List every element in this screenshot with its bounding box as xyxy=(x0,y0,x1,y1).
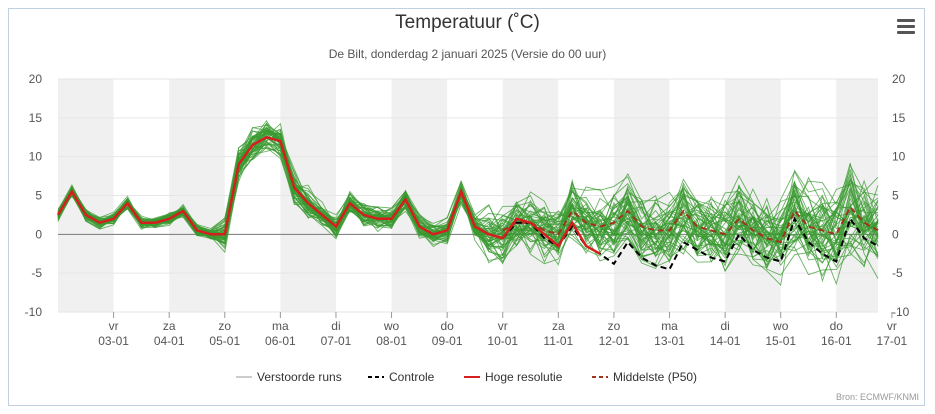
x-tick-day: zo xyxy=(218,319,231,333)
y-tick-label: 10 xyxy=(892,150,906,164)
x-tick-day: di xyxy=(331,319,340,333)
x-tick-date: 15-01 xyxy=(765,334,796,348)
x-tick-date: 06-01 xyxy=(265,334,296,348)
chart-subtitle: De Bilt, donderdag 2 januari 2025 (Versi… xyxy=(328,47,607,61)
y-tick-label: 20 xyxy=(29,72,43,86)
source-credit: Bron: ECMWF/KNMI xyxy=(835,392,919,402)
y-tick-label: -5 xyxy=(31,266,42,280)
x-tick-day: do xyxy=(440,319,454,333)
x-tick-date: 03-01 xyxy=(98,334,129,348)
x-tick-day: ma xyxy=(272,319,289,333)
y-tick-label: -10 xyxy=(25,305,43,319)
x-tick-date: 17-01 xyxy=(877,334,908,348)
x-tick-date: 04-01 xyxy=(154,334,185,348)
y-tick-label: 10 xyxy=(29,150,43,164)
x-tick-day: ma xyxy=(661,319,678,333)
x-tick-day: do xyxy=(830,319,844,333)
y-tick-label: 15 xyxy=(29,111,43,125)
x-tick-day: zo xyxy=(608,319,621,333)
x-tick-day: wo xyxy=(383,319,400,333)
hoge-resolutie-line xyxy=(56,135,601,255)
x-tick-date: 09-01 xyxy=(432,334,463,348)
x-tick-date: 07-01 xyxy=(321,334,352,348)
y-tick-label: 5 xyxy=(35,189,42,203)
y-tick-label: 20 xyxy=(892,72,906,86)
main-lines xyxy=(56,135,879,271)
legend-label: Verstoorde runs xyxy=(257,370,342,384)
x-tick-day: di xyxy=(720,319,729,333)
x-tick-date: 08-01 xyxy=(376,334,407,348)
x-tick-date: 16-01 xyxy=(821,334,852,348)
y-tick-label: 15 xyxy=(892,111,906,125)
x-tick-date: 12-01 xyxy=(599,334,630,348)
x-tick-day: vr xyxy=(887,319,897,333)
x-tick-day: vr xyxy=(109,319,119,333)
y-tick-label: 0 xyxy=(35,227,42,241)
legend-label: Controle xyxy=(389,370,435,384)
legend-label: Middelste (P50) xyxy=(613,370,697,384)
y-axis-left: -10 -5 0 5 10 15 20 xyxy=(25,72,43,319)
x-tick-day: za xyxy=(552,319,565,333)
y-tick-label: 0 xyxy=(892,227,899,241)
y-tick-label: -5 xyxy=(892,266,903,280)
x-tick-date: 14-01 xyxy=(710,334,741,348)
x-tick-day: wo xyxy=(772,319,789,333)
x-tick-date: 10-01 xyxy=(487,334,518,348)
x-tick-date: 13-01 xyxy=(654,334,685,348)
y-tick-label: -10 xyxy=(892,305,910,319)
hamburger-menu-icon[interactable] xyxy=(897,19,915,35)
x-tick-date: 05-01 xyxy=(209,334,240,348)
legend: Verstoorde runs Controle Hoge resolutie Mid… xyxy=(236,370,697,384)
x-tick-day: vr xyxy=(498,319,508,333)
x-tick-date: 11-01 xyxy=(543,334,573,348)
legend-label: Hoge resolutie xyxy=(485,370,563,384)
x-axis: vr03-01za04-01zo05-01ma06-01di07-01wo08-… xyxy=(98,312,908,348)
grid-lines xyxy=(58,78,878,313)
chart-title: Temperatuur (˚C) xyxy=(395,12,540,33)
x-tick-day: za xyxy=(163,319,176,333)
p50-line xyxy=(502,205,879,244)
ensemble-member-line xyxy=(57,129,879,261)
y-tick-label: 5 xyxy=(892,189,899,203)
y-axis-right: -10 -5 0 5 10 15 20 xyxy=(892,72,910,319)
